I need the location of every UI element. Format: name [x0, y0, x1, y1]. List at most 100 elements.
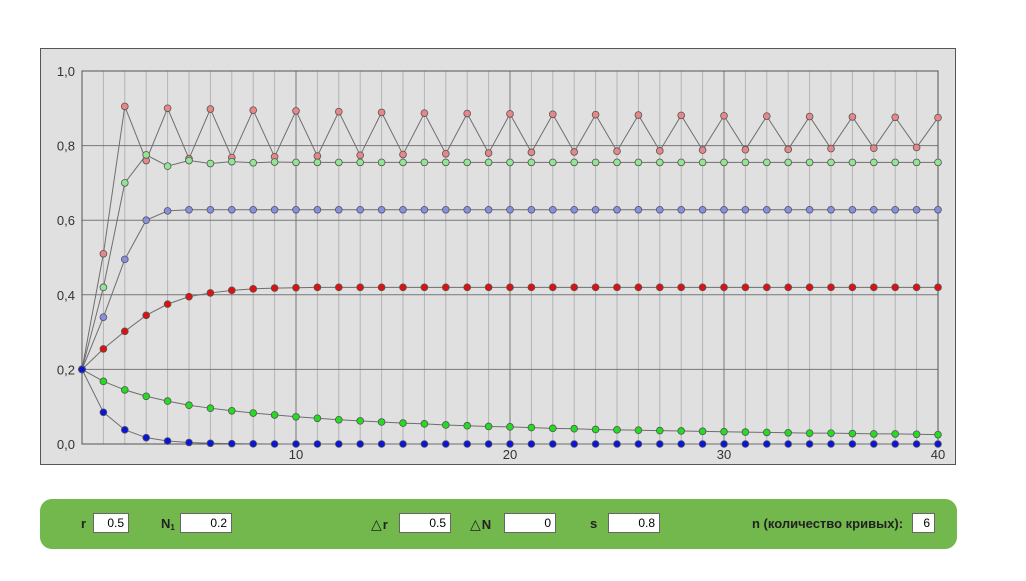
data-point	[399, 150, 407, 159]
data-point	[784, 283, 792, 292]
data-point	[527, 205, 536, 214]
controls-panel: r N1 △r △N s n (количество кривых):	[40, 499, 957, 549]
data-point	[527, 283, 536, 292]
data-point	[655, 147, 664, 155]
data-point	[121, 255, 129, 264]
s-input[interactable]	[608, 513, 660, 533]
data-point	[891, 158, 899, 167]
data-point	[548, 110, 557, 119]
data-point	[869, 440, 878, 448]
data-point	[827, 205, 835, 214]
data-point	[869, 144, 878, 153]
n1-label-text: N	[161, 516, 171, 531]
n-curves-label: n (количество кривых):	[752, 516, 904, 531]
data-point	[356, 205, 365, 214]
data-point	[677, 427, 685, 435]
data-point	[228, 157, 236, 166]
delta-n-input[interactable]	[504, 513, 556, 533]
data-point	[228, 286, 236, 295]
data-point	[762, 283, 771, 292]
data-point	[185, 438, 193, 447]
data-point	[420, 109, 429, 117]
n1-label: N1	[161, 516, 175, 532]
data-point	[827, 144, 835, 153]
data-point	[463, 205, 472, 214]
data-point	[506, 158, 514, 167]
data-point	[270, 440, 279, 448]
n-curves-input[interactable]	[912, 513, 935, 533]
data-point	[805, 429, 814, 437]
data-point	[677, 283, 685, 292]
data-point	[313, 158, 322, 167]
data-point	[570, 283, 578, 292]
data-point	[121, 179, 129, 187]
data-point	[484, 149, 493, 157]
data-point	[784, 158, 792, 167]
data-point	[784, 205, 792, 214]
data-point	[399, 440, 407, 448]
data-point	[805, 112, 814, 121]
data-point	[869, 158, 878, 167]
data-point	[441, 150, 450, 158]
delta-n-triangle-icon: △	[470, 516, 481, 532]
data-point	[634, 283, 643, 292]
data-point	[805, 158, 814, 167]
data-point	[891, 205, 899, 214]
data-point	[334, 415, 343, 424]
data-point	[506, 440, 514, 448]
data-point	[377, 283, 386, 292]
data-point	[270, 158, 279, 166]
data-point	[634, 111, 643, 119]
data-point	[548, 205, 557, 214]
data-point	[869, 283, 878, 292]
data-point	[548, 424, 557, 433]
data-point	[163, 104, 172, 113]
data-point	[356, 151, 365, 160]
data-point	[185, 156, 193, 165]
data-point	[463, 109, 472, 118]
delta-r-label-text: r	[382, 517, 388, 532]
data-point	[270, 284, 279, 292]
data-point	[484, 158, 493, 167]
data-point	[506, 283, 514, 292]
data-point	[613, 283, 621, 292]
data-point	[677, 158, 685, 167]
data-point	[142, 311, 150, 320]
data-point	[912, 158, 921, 167]
delta-n-label-text: N	[481, 517, 492, 532]
y-tick-label: 0,6	[57, 213, 75, 228]
data-point	[720, 205, 728, 214]
data-point	[441, 421, 450, 429]
y-tick-label: 0,2	[57, 362, 75, 377]
data-point	[441, 440, 450, 448]
data-point	[292, 107, 300, 115]
data-point	[441, 205, 450, 214]
data-point	[527, 148, 536, 157]
data-point	[206, 439, 215, 448]
data-point	[506, 423, 514, 431]
data-point	[163, 207, 172, 215]
data-point	[99, 345, 108, 353]
x-tick-label: 30	[717, 447, 731, 462]
data-point	[934, 158, 942, 167]
data-point	[463, 158, 472, 167]
data-point	[527, 440, 536, 448]
data-point	[420, 205, 429, 214]
data-point	[677, 440, 685, 448]
data-point	[484, 283, 493, 292]
data-point	[912, 143, 921, 152]
delta-r-input[interactable]	[399, 513, 451, 533]
data-point	[484, 440, 493, 448]
data-point	[655, 426, 664, 435]
data-point	[292, 158, 300, 167]
data-point	[313, 440, 322, 448]
r-input[interactable]	[93, 513, 129, 533]
plot-area: 0,0 0,2 0,4 0,6 0,8 1,0 10 20 30 40	[57, 64, 945, 462]
data-point	[163, 437, 172, 445]
data-point	[827, 158, 835, 167]
data-point	[377, 108, 386, 117]
data-point	[741, 158, 750, 167]
data-point	[655, 158, 664, 167]
data-point	[313, 283, 322, 292]
n1-input[interactable]	[180, 513, 232, 533]
